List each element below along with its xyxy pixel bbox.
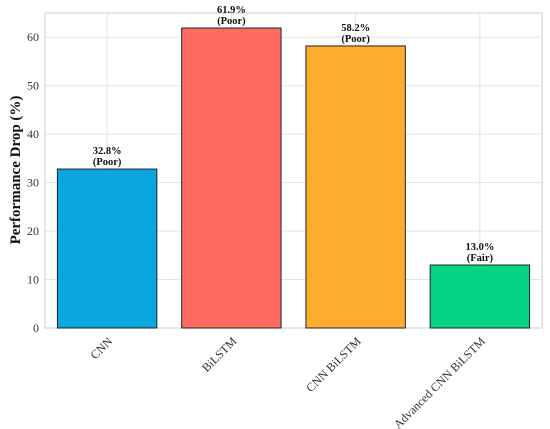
y-tick-label: 0 [33, 321, 39, 335]
plot-frame [44, 12, 543, 329]
bar-value-label: 13.0% [465, 242, 494, 253]
y-tick-labels: 0 10 20 30 40 50 60 [27, 30, 39, 335]
bar-rating-label: (Fair) [467, 253, 494, 264]
bar-bilstm [181, 27, 282, 329]
bar-cnn [56, 168, 158, 329]
data-labels: 32.8%(Poor)61.9%(Poor)58.2%(Poor)13.0%(F… [93, 5, 495, 264]
y-tick-label: 40 [27, 127, 39, 141]
bar-rating-label: (Poor) [217, 16, 246, 27]
x-tick-label: BiLSTM [199, 334, 240, 375]
bar-cnn-bilstm [305, 45, 406, 329]
bar-advanced-cnn-bilstm [429, 264, 531, 329]
bars [56, 27, 531, 329]
y-tick-label: 50 [27, 79, 39, 93]
x-tick-label: CNN [87, 334, 115, 362]
y-tick-label: 60 [27, 30, 39, 44]
x-tick-label: CNN BiLSTM [303, 334, 364, 395]
y-tick-label: 10 [27, 273, 39, 287]
bar-rating-label: (Poor) [341, 34, 370, 45]
bar-value-label: 58.2% [341, 23, 370, 34]
y-tick-label: 30 [27, 176, 39, 190]
x-tick-labels: CNN BiLSTM CNN BiLSTM Advanced CNN BiLSTM [87, 334, 488, 429]
y-axis-label: Performance Drop (%) [8, 96, 24, 245]
x-tick-label: Advanced CNN BiLSTM [391, 334, 488, 429]
bar-rating-label: (Poor) [93, 157, 122, 168]
bar-value-label: 61.9% [217, 5, 246, 16]
bar-value-label: 32.8% [93, 146, 122, 157]
y-tick-label: 20 [27, 224, 39, 238]
